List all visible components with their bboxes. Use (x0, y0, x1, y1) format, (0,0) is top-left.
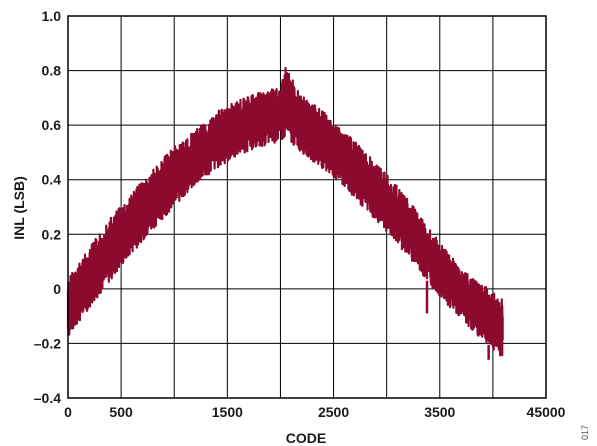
y-axis-label: INL (LSB) (11, 176, 27, 240)
y-tick-label: –0.2 (34, 335, 61, 351)
x-tick-label: 2500 (318, 404, 349, 420)
x-tick-label: 45000 (527, 404, 566, 420)
y-tick-label: 1.0 (42, 8, 62, 24)
x-axis: 0 500 1500 2500 3500 45000 (64, 404, 566, 420)
x-tick-label: 3500 (424, 404, 455, 420)
plot-border (67, 15, 547, 399)
y-tick-label: –0.4 (34, 390, 61, 406)
x-axis-label: CODE (286, 430, 326, 446)
series-layer (66, 66, 504, 360)
x-tick-label: 500 (109, 404, 133, 420)
y-tick-label: 0 (53, 281, 61, 297)
y-tick-label: 0.6 (42, 117, 62, 133)
x-tick-label: 1500 (212, 404, 243, 420)
plot-frame (67, 15, 547, 399)
x-tick-label: 0 (64, 404, 72, 420)
y-tick-label: 0.8 (42, 63, 62, 79)
inl-series-band (68, 80, 503, 349)
figure-id-note: 017 (580, 425, 590, 440)
y-axis: –0.4 –0.2 0 0.2 0.4 0.6 0.8 1.0 (34, 8, 61, 406)
y-tick-label: 0.2 (42, 226, 62, 242)
y-tick-label: 0.4 (42, 172, 62, 188)
